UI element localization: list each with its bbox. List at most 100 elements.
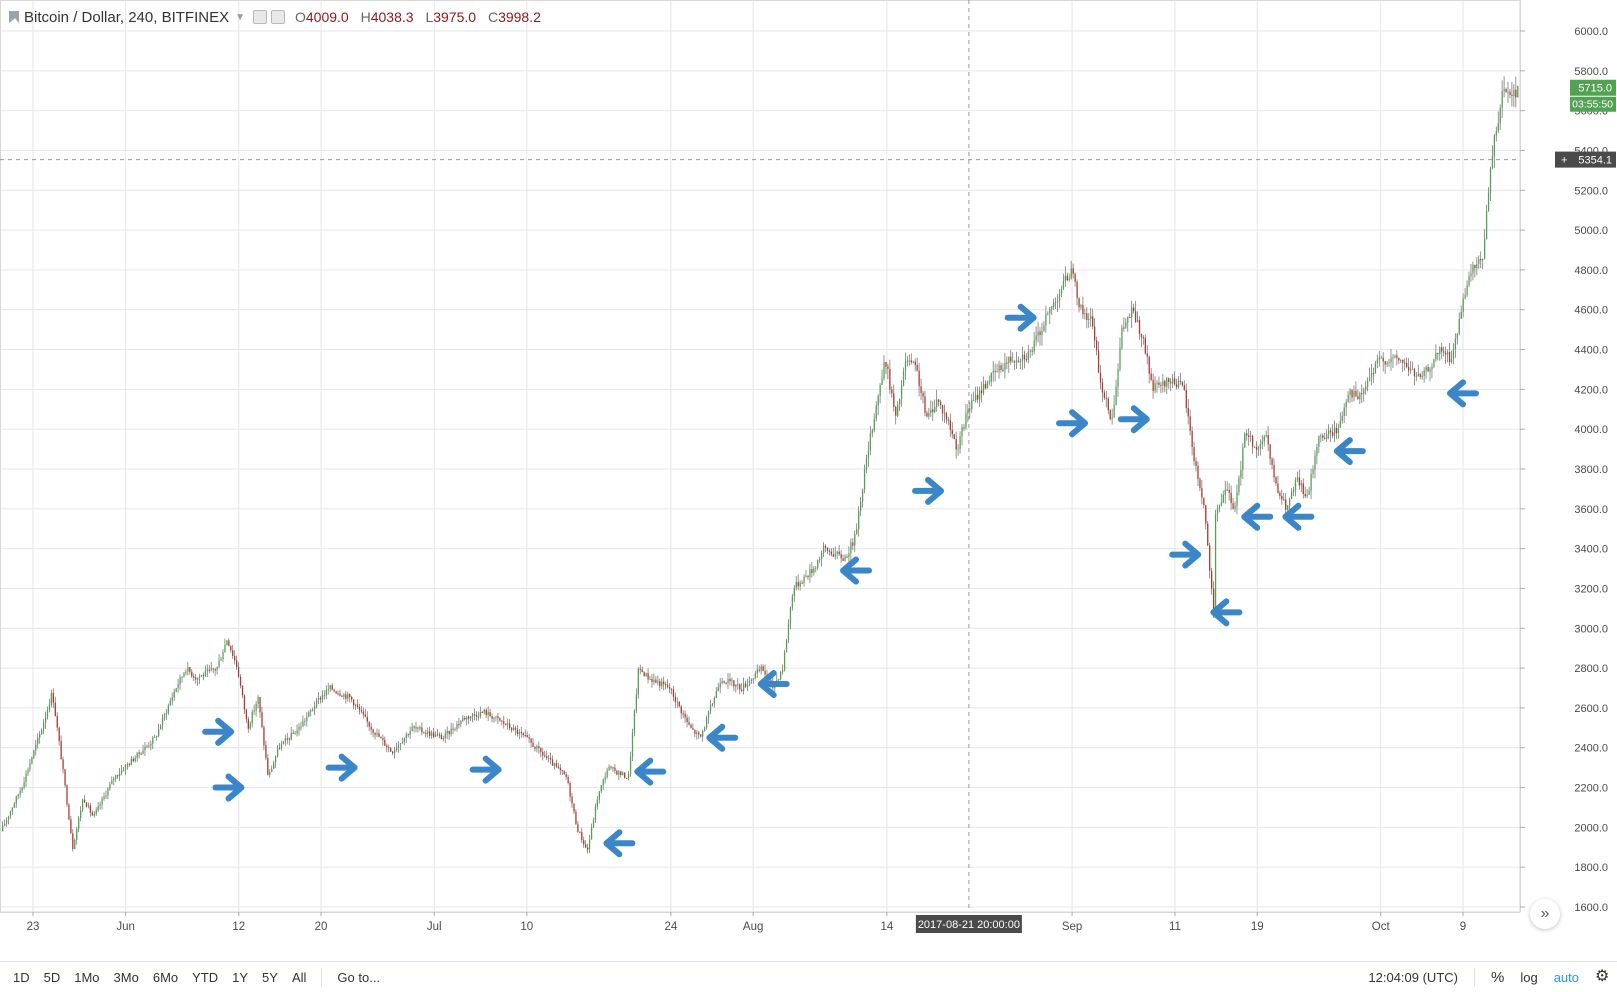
range-all[interactable]: All [291,969,307,985]
candle-body [1037,331,1039,336]
candle-body [224,644,226,653]
candle-body [1345,401,1347,408]
candle-body [526,735,528,738]
symbol-title[interactable]: Bitcoin / Dollar, 240, BITFINEX [24,8,230,26]
candle-body [998,365,1000,372]
candlestick-chart[interactable]: 6000.05800.05600.05400.05200.05000.04800… [0,0,1617,961]
candle-body [758,669,760,671]
chart-settings-button[interactable] [1587,966,1617,986]
utc-clock[interactable]: 12:04:09 (UTC) [1368,969,1458,985]
candle-body [1509,91,1511,95]
open-label: O [294,9,306,25]
goto-button[interactable]: Go to... [337,969,381,985]
candle-body [1230,492,1232,504]
percent-scale-toggle[interactable]: % [1490,968,1505,986]
candle-body [1292,489,1295,492]
eye-icon[interactable] [252,10,267,24]
candle-body [349,694,351,698]
candle-body [961,427,963,437]
candle-body [175,688,177,692]
candle-body [608,766,610,771]
auto-scale-toggle[interactable]: auto [1553,969,1579,985]
candle-body [934,406,936,413]
range-5y[interactable]: 5Y [262,969,278,985]
price-axis[interactable]: 6000.05800.05600.05400.05200.05000.04800… [1520,0,1617,914]
candle-body [388,747,390,749]
candle-body [994,370,996,372]
candle-body [226,640,228,645]
last-price-label: 5715.0 [1578,83,1612,95]
candle-body [748,680,751,685]
candle-body [891,389,893,394]
candle-body [35,744,37,751]
candle-body [206,669,209,671]
candle-body [261,712,263,728]
candle-body [1218,505,1221,509]
range-5d[interactable]: 5D [43,969,61,985]
candle-body [1316,446,1318,456]
arrow-right-icon [1004,303,1037,332]
candle-body [333,689,335,692]
candle-body [323,695,326,697]
candle-body [951,429,953,435]
candle-body [167,705,170,714]
range-3mo[interactable]: 3Mo [113,969,139,985]
candle-body [259,696,261,713]
candle-body [1056,300,1059,302]
arrow-head [1069,409,1089,438]
candle-body [456,724,458,730]
arrow-left-icon [757,670,790,699]
candle-body [1285,499,1287,510]
candle-body [787,623,790,640]
candle-body [356,704,359,707]
range-1mo[interactable]: 1Mo [74,969,100,985]
price-tick-label: 4200.0 [1574,384,1608,396]
gear-icon[interactable] [1595,966,1609,986]
candle-body [1511,94,1513,97]
candle-body [1411,369,1414,371]
candle-body [66,785,68,805]
candle-body [1450,359,1453,363]
price-tick-label: 4400.0 [1574,345,1608,357]
candle-body [610,766,612,768]
candle-body [875,405,877,420]
candle-body [799,582,801,587]
candle-body [982,383,985,394]
high-label: H [360,9,371,25]
chevron-down-icon[interactable]: ▼ [235,11,245,23]
candle-body [1341,415,1343,422]
candle-body [959,436,961,449]
range-6mo[interactable]: 6Mo [152,969,179,985]
time-axis[interactable]: 23 Jun 12 20 Jul 10 24 Aug 14 Sep 11 19 Oct 9 2017-08-… [0,912,1520,961]
log-scale-toggle[interactable]: log [1520,969,1538,985]
candle-body [735,684,737,687]
candle-body [204,670,207,677]
candle-body [581,832,583,841]
candle-body [861,489,864,502]
candle-body [1240,470,1242,478]
gear-icon[interactable] [270,10,285,24]
candle-body [1499,107,1501,124]
candle-body [197,677,199,680]
range-1d[interactable]: 1D [13,969,30,985]
scroll-to-realtime-button[interactable]: » [1530,899,1560,929]
candle-body [31,757,33,764]
candle-body [694,729,696,734]
candle-body [707,711,710,718]
candle-body [1487,192,1490,211]
candle-body [321,695,324,700]
candle-body [682,713,684,715]
candle-body [1062,280,1065,290]
candle-body [195,677,197,680]
candle-body [1478,258,1480,264]
candle-body [384,739,386,746]
arrow-left-icon [706,723,739,752]
range-ytd[interactable]: YTD [192,969,219,985]
candle-body [741,689,743,692]
candle-body [3,823,6,826]
candle-body [1080,305,1082,308]
candle-body [364,714,366,717]
candle-body [70,819,72,834]
candle-body [577,824,579,832]
range-1y[interactable]: 1Y [232,969,249,985]
